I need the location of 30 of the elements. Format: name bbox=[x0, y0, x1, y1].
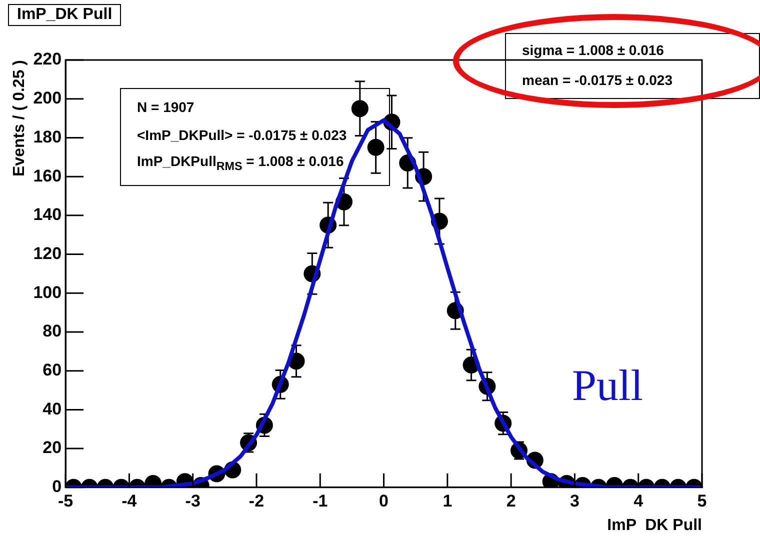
y-tick-label: 220 bbox=[33, 50, 62, 69]
y-tick-label: 40 bbox=[42, 399, 62, 418]
annotation: Pull bbox=[572, 360, 643, 411]
y-tick-label: 140 bbox=[33, 205, 62, 224]
y-tick-label: 200 bbox=[33, 88, 62, 108]
y-tick-label: 100 bbox=[33, 282, 62, 302]
annotation: N = 1907 bbox=[137, 99, 194, 115]
x-tick-label: 1 bbox=[442, 491, 452, 510]
x-tick-label: 4 bbox=[634, 491, 644, 510]
x-tick-label: 2 bbox=[506, 491, 516, 510]
x-tick-label: 3 bbox=[570, 491, 580, 510]
y-tick-label: 180 bbox=[33, 127, 62, 146]
text: sigma = 1.008 ± 0.016 bbox=[522, 42, 664, 58]
x-axis-title: ImP DK Pull bbox=[607, 516, 702, 534]
x-tick-label: -1 bbox=[312, 491, 328, 510]
x-tick-label: -2 bbox=[248, 491, 264, 510]
y-axis-title: Events / ( 0.25 ) bbox=[11, 60, 28, 176]
annotation: mean = -0.0175 ± 0.023 bbox=[522, 72, 673, 88]
y-tick-label: 160 bbox=[33, 166, 62, 186]
chart-title: ImP_DK Pull bbox=[8, 4, 122, 26]
annotation: <ImP_DKPull> = -0.0175 ± 0.023 bbox=[137, 127, 347, 143]
y-tick-label: 120 bbox=[33, 244, 62, 263]
y-tick-label: 20 bbox=[42, 438, 62, 458]
annotation: ImP_DKPull$_{RMS}$ = 1.008 ± 0.016 bbox=[137, 153, 344, 173]
x-tick-label: -4 bbox=[122, 491, 138, 510]
x-tick-label: 5 bbox=[697, 491, 707, 510]
x-tick-label: -3 bbox=[185, 491, 200, 510]
x-tick-label: 0 bbox=[379, 491, 389, 510]
y-tick-label: 60 bbox=[42, 360, 62, 380]
y-tick-label: 80 bbox=[42, 322, 62, 341]
